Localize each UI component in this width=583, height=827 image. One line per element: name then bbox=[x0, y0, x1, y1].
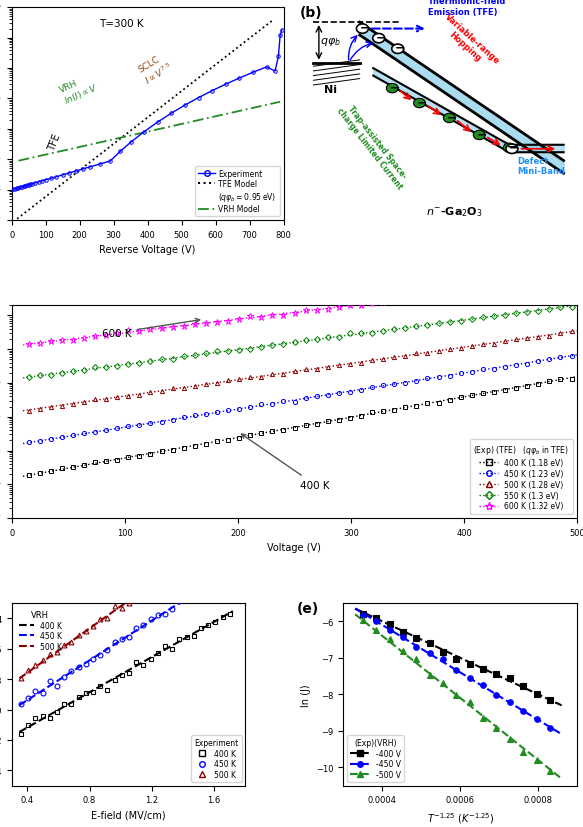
Text: Ni: Ni bbox=[324, 85, 338, 95]
X-axis label: Voltage (V): Voltage (V) bbox=[268, 543, 321, 552]
Text: (e): (e) bbox=[297, 601, 319, 615]
Circle shape bbox=[503, 144, 515, 153]
Circle shape bbox=[392, 45, 403, 55]
Circle shape bbox=[373, 35, 385, 44]
Text: −: − bbox=[389, 81, 400, 94]
Text: 400 K: 400 K bbox=[241, 434, 330, 490]
Y-axis label: ln (J): ln (J) bbox=[301, 683, 311, 706]
Legend: 400 K (1.18 eV), 450 K (1.23 eV), 500 K (1.28 eV), 550 K (1.3 eV), 600 K (1.32 e: 400 K (1.18 eV), 450 K (1.23 eV), 500 K … bbox=[469, 439, 573, 514]
X-axis label: Reverse Voltage (V): Reverse Voltage (V) bbox=[100, 245, 196, 255]
Text: (b): (b) bbox=[300, 6, 322, 20]
Circle shape bbox=[444, 114, 455, 123]
Text: $n^{-}$-Ga$_2$O$_3$: $n^{-}$-Ga$_2$O$_3$ bbox=[426, 204, 483, 218]
Text: TFE: TFE bbox=[47, 132, 63, 153]
Text: −: − bbox=[507, 141, 517, 154]
Text: T=300 K: T=300 K bbox=[99, 19, 143, 30]
Text: −: − bbox=[476, 128, 487, 141]
Text: Variable-range
Hopping: Variable-range Hopping bbox=[436, 12, 501, 74]
Text: −: − bbox=[509, 141, 519, 155]
Circle shape bbox=[356, 25, 368, 34]
Text: Trap-assisted Space-
charge Limited Current: Trap-assisted Space- charge Limited Curr… bbox=[335, 100, 412, 191]
Text: −: − bbox=[417, 96, 427, 109]
X-axis label: $T^{-1.25}$ $(K^{-1.25})$: $T^{-1.25}$ $(K^{-1.25})$ bbox=[427, 810, 494, 825]
Text: VRH
$ln(I) \propto V$: VRH $ln(I) \propto V$ bbox=[58, 71, 100, 107]
Legend: Experiment, TFE Model, $(q\varphi_b=0.95\,\mathrm{eV})$, VRH Model: Experiment, TFE Model, $(q\varphi_b=0.95… bbox=[195, 166, 280, 217]
Text: SCLC
$I \propto V^{7.5}$: SCLC $I \propto V^{7.5}$ bbox=[137, 50, 175, 87]
Text: Thermionic-field
Emission (TFE): Thermionic-field Emission (TFE) bbox=[428, 0, 506, 17]
Circle shape bbox=[387, 84, 398, 93]
Text: −: − bbox=[395, 42, 406, 55]
X-axis label: E-field (MV/cm): E-field (MV/cm) bbox=[91, 810, 166, 820]
Legend: -400 V, -450 V, -500 V: -400 V, -450 V, -500 V bbox=[347, 735, 403, 782]
Legend: 400 K, 450 K, 500 K: 400 K, 450 K, 500 K bbox=[191, 735, 241, 782]
Circle shape bbox=[473, 131, 485, 141]
Circle shape bbox=[413, 99, 426, 108]
Text: −: − bbox=[360, 22, 370, 35]
Text: Defect
Mini-Band: Defect Mini-Band bbox=[517, 156, 566, 176]
Text: −: − bbox=[447, 111, 457, 124]
Text: $q\varphi_b$: $q\varphi_b$ bbox=[320, 36, 341, 49]
Text: −: − bbox=[376, 31, 387, 44]
Circle shape bbox=[506, 145, 518, 155]
Text: 600 K: 600 K bbox=[102, 319, 199, 338]
